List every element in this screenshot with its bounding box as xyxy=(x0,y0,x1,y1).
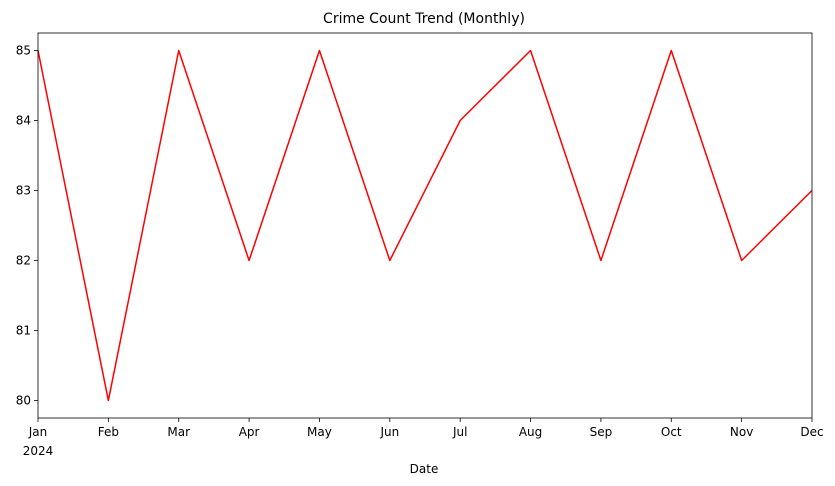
x-tick-label-nov: Nov xyxy=(730,425,753,439)
x-tick-label-dec: Dec xyxy=(800,425,823,439)
x-tick-label-oct: Oct xyxy=(661,425,682,439)
x-tick-label-may: May xyxy=(307,425,332,439)
x-tick-label-mar: Mar xyxy=(167,425,190,439)
plot-frame xyxy=(37,32,813,419)
y-tick-label-81: 81 xyxy=(16,324,31,338)
x-tick-label-feb: Feb xyxy=(98,425,119,439)
x-axis-label: Date xyxy=(410,462,439,476)
chart-title: Crime Count Trend (Monthly) xyxy=(323,11,525,27)
y-tick-label-82: 82 xyxy=(16,254,31,268)
x-tick-label-aug: Aug xyxy=(519,425,542,439)
series-line-0 xyxy=(37,49,813,402)
x-tick-label-jul: Jul xyxy=(452,425,467,439)
y-tick-label-83: 83 xyxy=(16,184,31,198)
x-tick-label-jan: Jan xyxy=(28,425,48,439)
plot-area: 80 81 82 83 84 85 Jan Feb Mar Apr May Jun Jul Aug Sep O… xyxy=(16,32,824,458)
y-tick-label-85: 85 xyxy=(16,44,31,58)
x-tick-label-sep: Sep xyxy=(590,425,613,439)
y-tick-label-84: 84 xyxy=(16,114,31,128)
x-tick-label-apr: Apr xyxy=(239,425,260,439)
y-tick-label-80: 80 xyxy=(16,394,31,408)
x-year-label: 2024 xyxy=(23,444,54,458)
x-tick-label-jun: Jun xyxy=(379,425,399,439)
